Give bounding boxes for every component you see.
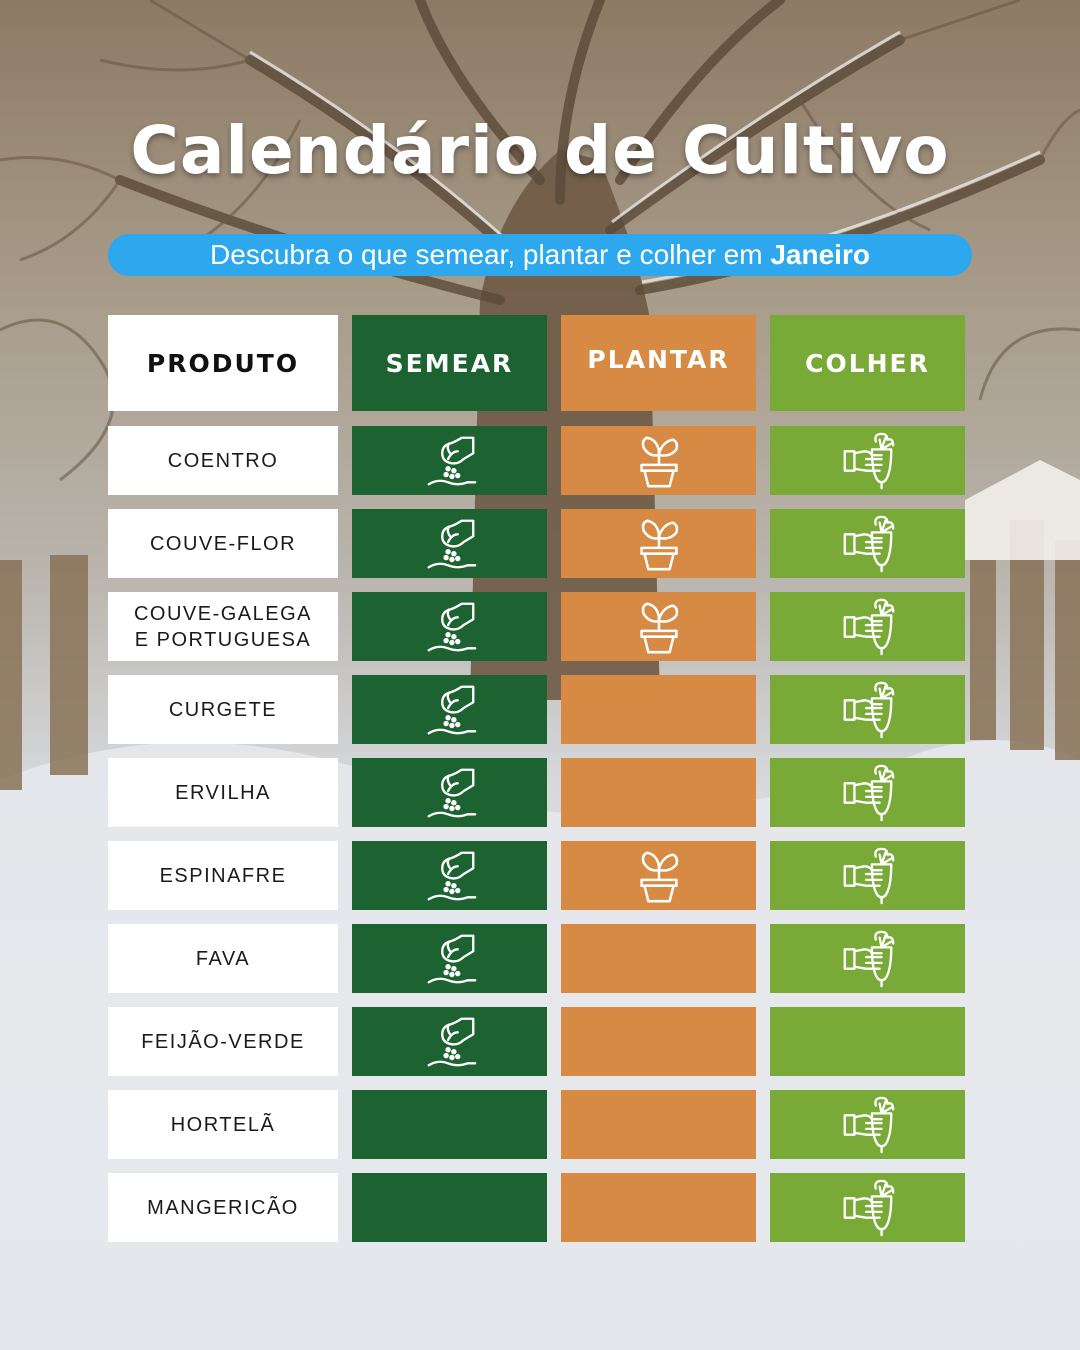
header-produto-label: PRODUTO [146,348,300,378]
plantar-cell [561,426,756,495]
subtitle-text: Descubra o que semear, plantar e colher … [210,239,771,270]
sowing-hand-icon [419,430,481,492]
harvest-hand-icon [837,1094,899,1156]
produto-cell: MANGERICÃO [108,1173,338,1242]
semear-cell [352,509,547,578]
semear-cell [352,675,547,744]
produto-label: FEIJÃO-VERDE [141,1030,305,1053]
semear-cell [352,592,547,661]
harvest-hand-icon [837,430,899,492]
plantar-cell [561,1007,756,1076]
sowing-hand-icon [419,762,481,824]
plantar-cell [561,841,756,910]
produto-label: COUVE-FLOR [149,532,297,555]
potted-plant-icon [628,430,690,492]
page-title: Calendário de Cultivo [130,112,950,189]
harvest-hand-icon [837,513,899,575]
sowing-hand-icon [419,679,481,741]
colher-cell [770,426,965,495]
harvest-hand-icon [837,762,899,824]
sowing-hand-icon [419,596,481,658]
colher-cell [770,592,965,661]
produto-label: ESPINAFRE [159,864,287,887]
subtitle-month: Janeiro [770,239,870,270]
sowing-hand-icon [419,845,481,907]
sowing-hand-icon [419,513,481,575]
plantar-cell [561,1173,756,1242]
produto-cell: ERVILHA [108,758,338,827]
semear-cell [352,758,547,827]
header-plantar: PLANTAR [561,315,756,411]
produto-cell: FAVA [108,924,338,993]
colher-cell [770,1173,965,1242]
potted-plant-icon [628,596,690,658]
plantar-cell [561,509,756,578]
harvest-hand-icon [837,928,899,990]
produto-label: MANGERICÃO [147,1196,299,1219]
harvest-hand-icon [837,596,899,658]
produto-cell: ESPINAFRE [108,841,338,910]
semear-cell [352,1007,547,1076]
harvest-hand-icon [837,679,899,741]
produto-cell: HORTELÃ [108,1090,338,1159]
produto-label: CURGETE [168,698,278,721]
plantar-cell [561,592,756,661]
sowing-hand-icon [419,1011,481,1073]
potted-plant-icon [628,513,690,575]
semear-cell [352,924,547,993]
colher-cell [770,841,965,910]
harvest-hand-icon [837,845,899,907]
colher-cell [770,758,965,827]
produto-label: COENTRO [167,449,279,472]
header-colher-label: COLHER [805,348,930,378]
header-produto: PRODUTO [108,315,338,411]
colher-cell [770,675,965,744]
produto-label: FAVA [195,947,251,970]
produto-cell: COENTRO [108,426,338,495]
semear-cell [352,841,547,910]
plantar-cell [561,924,756,993]
subtitle-banner: Descubra o que semear, plantar e colher … [108,234,972,276]
colher-cell [770,1090,965,1159]
colher-cell [770,509,965,578]
sowing-hand-icon [419,928,481,990]
produto-cell: COUVE-GALEGA E PORTUGUESA [108,592,338,661]
produto-label: ERVILHA [175,781,271,804]
produto-cell: COUVE-FLOR [108,509,338,578]
plantar-cell [561,758,756,827]
plantar-cell [561,1090,756,1159]
produto-label: COUVE-GALEGA E PORTUGUESA [133,602,313,651]
produto-label: HORTELÃ [170,1113,276,1136]
colher-cell [770,1007,965,1076]
harvest-hand-icon [837,1177,899,1239]
header-semear-label: SEMEAR [385,348,514,378]
semear-cell [352,426,547,495]
plantar-cell [561,675,756,744]
header-semear: SEMEAR [352,315,547,411]
potted-plant-icon [628,845,690,907]
produto-cell: FEIJÃO-VERDE [108,1007,338,1076]
colher-cell [770,924,965,993]
semear-cell [352,1090,547,1159]
header-plantar-label: PLANTAR [587,345,730,374]
produto-cell: CURGETE [108,675,338,744]
semear-cell [352,1173,547,1242]
header-colher: COLHER [770,315,965,411]
